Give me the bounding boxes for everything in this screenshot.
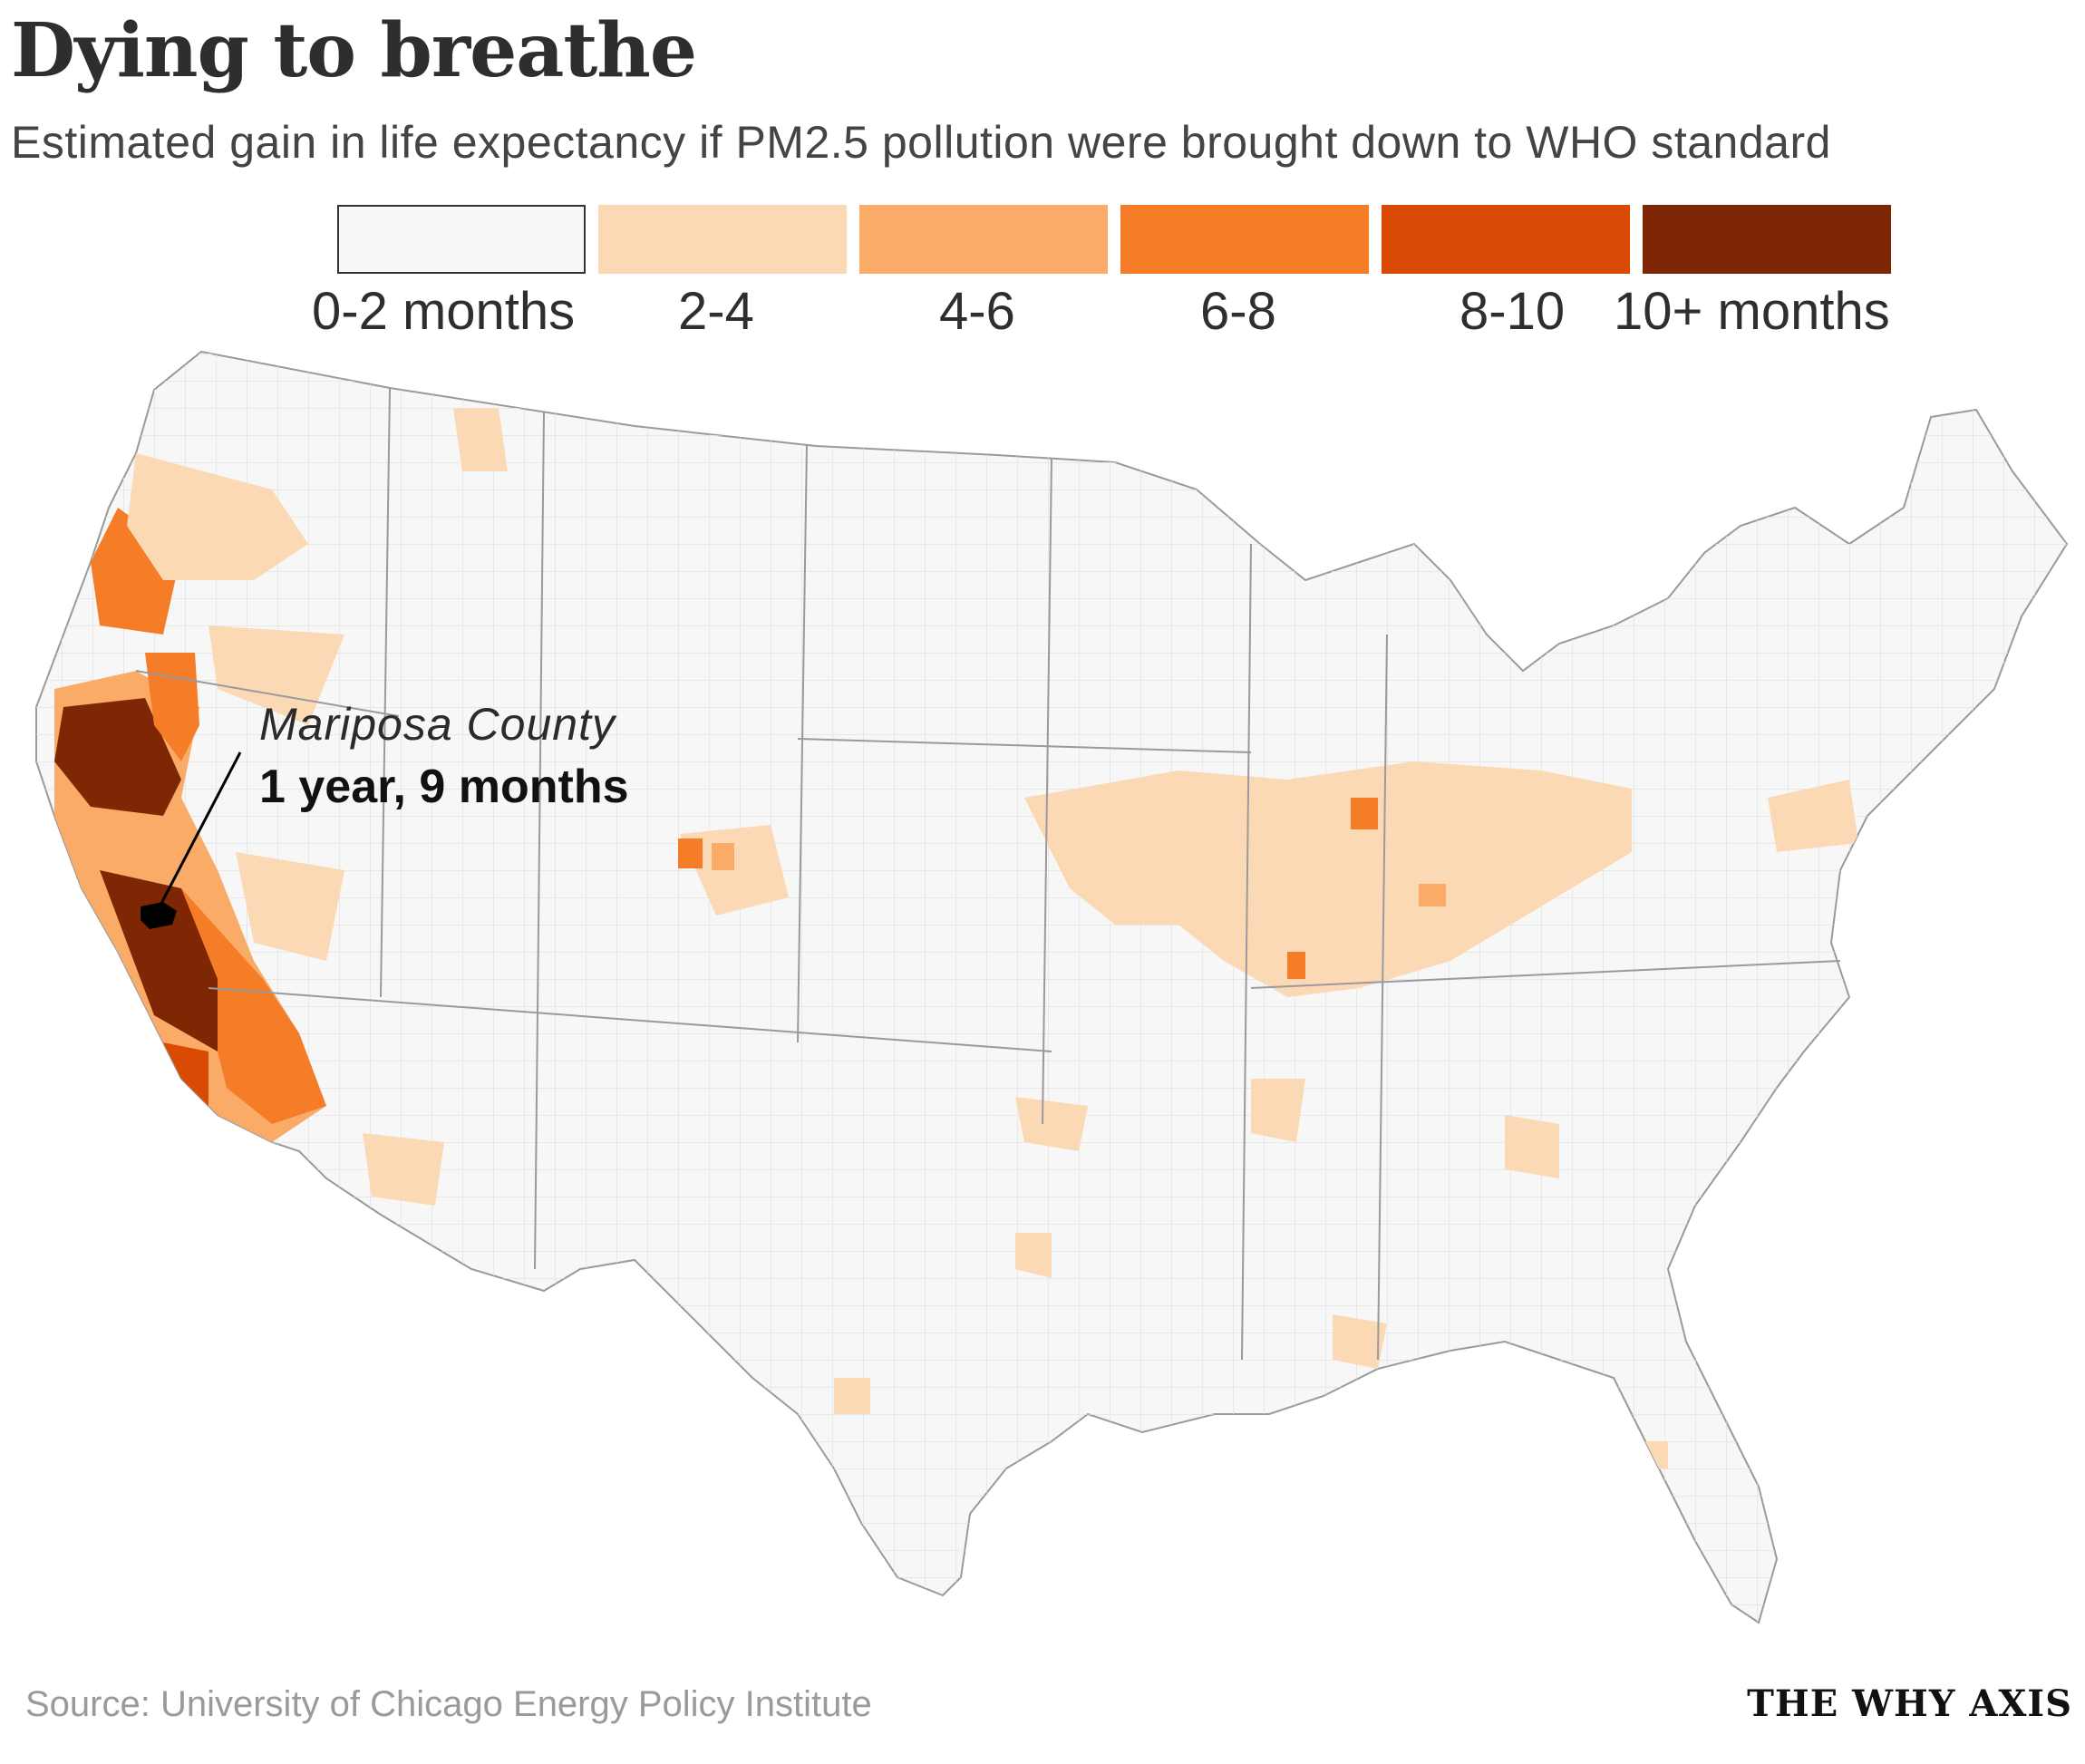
legend-swatch-2-4 [598,205,847,274]
annotation-county-name: Mariposa County [259,699,616,750]
annotation-county-value: 1 year, 9 months [259,761,629,813]
legend-label-8-10: 8-10 [1460,282,1566,341]
chart-title: Dying to breathe [11,7,697,94]
legend-swatch-4-6 [859,205,1108,274]
source-note: Source: University of Chicago Energy Pol… [25,1684,872,1724]
annotation-leader-line [154,751,242,915]
mariposa-county-shape [141,902,177,929]
chart-subtitle: Estimated gain in life expectancy if PM2… [11,117,1831,168]
legend-label-10plus: 10+ months [1614,282,1890,341]
county-fills [36,352,2067,1623]
state-boundaries [135,387,1841,1361]
legend-label-4-6: 4-6 [939,282,1015,341]
legend-swatch-10plus [1643,205,1891,274]
legend-label-0-2: 0-2 months [312,282,576,341]
legend-label-2-4: 2-4 [678,282,754,341]
legend-swatch-0-2 [337,205,586,274]
legend-label-6-8: 6-8 [1200,282,1276,341]
legend-swatch-8-10 [1382,205,1630,274]
legend: 0-2 months 2-4 4-6 6-8 8-10 10+ months [0,0,2085,344]
legend-swatch-6-8 [1120,205,1369,274]
brand-logo-text: THE WHY AXIS [1747,1682,2072,1725]
